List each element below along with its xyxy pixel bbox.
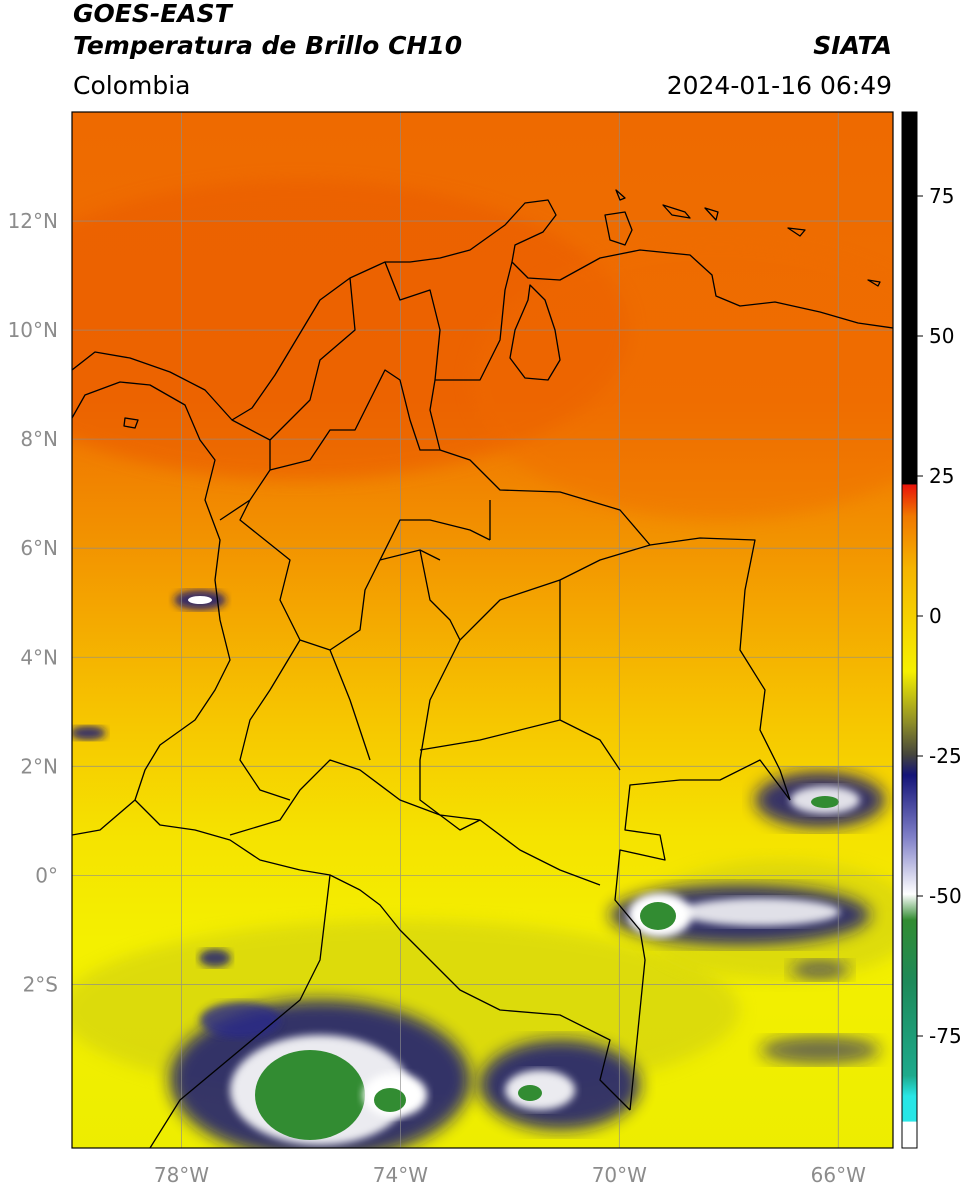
region-label: Colombia — [73, 71, 191, 100]
lon-tick-label: 74°W — [373, 1163, 428, 1187]
lat-tick-label: 10°N — [8, 318, 58, 342]
lat-tick-label: 12°N — [8, 209, 58, 233]
datetime-label: 2024-01-16 06:49 — [666, 71, 892, 100]
organization-label: SIATA — [813, 31, 892, 60]
colombia-peru-border — [299, 869, 631, 1111]
colorbar-tick-label: -50 — [929, 884, 962, 908]
peru-brazil-border — [149, 874, 331, 1148]
lat-tick-label: 4°N — [20, 645, 58, 669]
colombia-brazil-border — [614, 759, 791, 1111]
boundaries — [72, 189, 893, 1148]
cold-cloud-southwest — [170, 1000, 470, 1148]
caribbean-coast — [72, 199, 893, 421]
colorbar-tick-label: 75 — [929, 184, 954, 208]
colorbar: 75 50 25 0 -25 -50 -75 — [901, 111, 962, 1149]
pacific-coast — [72, 381, 231, 836]
colorbar-tick-label: 0 — [929, 604, 942, 628]
colorbar-tick-label: 50 — [929, 324, 954, 348]
lon-axis: 78°W 74°W 70°W 66°W — [154, 1163, 866, 1187]
product-title: Temperatura de Brillo CH10 — [73, 31, 463, 60]
islands — [123, 189, 881, 429]
lat-tick-label: 6°N — [20, 536, 58, 560]
map-panel — [72, 112, 893, 1148]
graticule — [72, 112, 893, 1148]
colombia-ecuador-border — [134, 799, 301, 871]
cold-cloud-northeast — [755, 772, 885, 828]
lat-tick-label: 8°N — [20, 427, 58, 451]
department-lines — [219, 261, 651, 831]
maracaibo-lake — [509, 284, 561, 381]
satellite-title: GOES-EAST — [73, 0, 232, 28]
lon-tick-label: 78°W — [154, 1163, 209, 1187]
lat-axis: 12°N 10°N 8°N 6°N 4°N 2°N 0° 2°S — [8, 209, 58, 996]
cold-cloud-east — [610, 885, 870, 945]
lon-tick-label: 70°W — [592, 1163, 647, 1187]
cold-cloud-south — [480, 1040, 640, 1130]
lat-tick-label: 2°S — [23, 972, 58, 996]
colorbar-tick-label: -25 — [929, 744, 962, 768]
colombia-venezuela-border — [429, 261, 791, 801]
lon-tick-label: 66°W — [811, 1163, 866, 1187]
cold-cloud-small — [72, 590, 880, 1064]
southern-border — [229, 759, 601, 886]
colorbar-gradient — [901, 111, 918, 1149]
lat-tick-label: 0° — [35, 863, 58, 887]
lat-tick-label: 2°N — [20, 754, 58, 778]
colorbar-tick-label: 25 — [929, 464, 954, 488]
colorbar-tick-label: -75 — [929, 1024, 962, 1048]
map-frame — [71, 111, 894, 1149]
warm-core-east — [470, 240, 893, 520]
colorbar-ticks: 75 50 25 0 -25 -50 -75 — [917, 184, 962, 1048]
